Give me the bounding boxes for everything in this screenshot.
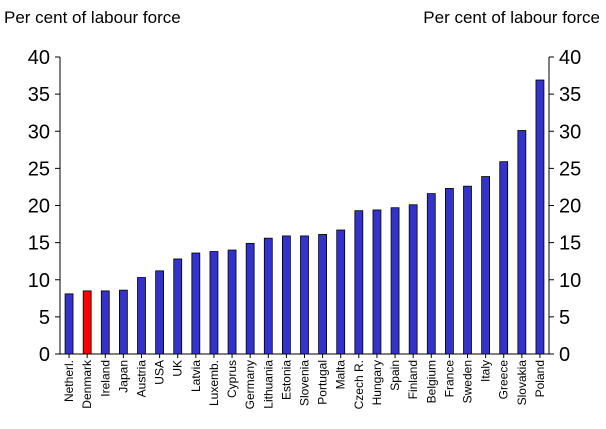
x-tick-label: Japan (116, 360, 130, 393)
bar-poland (535, 79, 545, 355)
bar-finland (408, 204, 418, 355)
x-tick-label: Czech R. (352, 360, 366, 409)
bar-estonia (282, 235, 291, 355)
x-tick-label: Finland (406, 360, 420, 399)
bar-germany (245, 242, 255, 355)
bar-cyprus (227, 249, 237, 355)
bar-japan (119, 289, 128, 355)
bar-hungary (372, 209, 382, 355)
left-axis-unit-label: Per cent of labour force (4, 8, 181, 27)
x-tick-label: USA (153, 360, 167, 385)
left-y-tick-label: 25 (28, 158, 50, 180)
x-tick-label: Malta (334, 360, 348, 390)
right-y-tick-label: 10 (559, 270, 581, 292)
right-y-tick-label: 5 (559, 307, 570, 329)
left-y-tick-label: 10 (28, 270, 50, 292)
left-y-tick-label: 30 (28, 121, 50, 143)
bar-france (445, 188, 454, 355)
bar-greece (499, 161, 509, 355)
right-y-tick-label: 20 (559, 196, 581, 218)
x-tick-label: Lithuania (261, 360, 275, 409)
bar-usa (155, 270, 164, 355)
x-tick-label: Portugal (316, 360, 330, 405)
x-tick-label: Netherl. (62, 360, 76, 402)
left-y-tick-label: 35 (28, 84, 50, 106)
x-tick-label: Greece (497, 360, 511, 400)
bar-luxemb (209, 251, 219, 355)
left-y-tick-label: 20 (28, 196, 50, 218)
x-tick-label: Luxemb. (207, 360, 221, 406)
x-tick-label: Poland (533, 360, 547, 397)
left-y-tick-label: 15 (28, 233, 50, 255)
right-y-tick-label: 15 (559, 233, 581, 255)
bar-ireland (100, 290, 110, 355)
bar-latvia (191, 252, 201, 355)
right-y-tick-label: 0 (559, 344, 570, 366)
bar-netherl (64, 293, 74, 355)
left-y-tick-label: 40 (28, 47, 50, 69)
x-tick-label: Italy (479, 360, 493, 382)
left-y-tick-label: 5 (39, 307, 50, 329)
right-y-tick-label: 40 (559, 47, 581, 69)
bar-portugal (318, 234, 327, 355)
x-tick-label: Germany (243, 360, 257, 409)
bar-lithuania (263, 237, 273, 355)
x-tick-label: Estonia (279, 360, 293, 400)
right-y-tick-label: 25 (559, 158, 581, 180)
bar-italy (481, 176, 490, 355)
x-tick-label: Hungary (370, 360, 384, 405)
right-y-tick-label: 35 (559, 84, 581, 106)
x-tick-label: Spain (388, 360, 402, 391)
bar-austria (137, 277, 146, 355)
x-tick-label: Denmark (80, 359, 94, 409)
x-tick-label: Ireland (98, 360, 112, 397)
bar-slovenia (300, 235, 309, 355)
x-tick-label: Austria (135, 360, 149, 398)
right-axis-unit-label: Per cent of labour force (423, 8, 600, 27)
bar-belgium (426, 193, 436, 355)
bar-denmark (82, 290, 92, 355)
bar-czech-r (354, 210, 364, 355)
x-tick-label: Sweden (461, 360, 475, 403)
left-y-tick-label: 0 (39, 344, 50, 366)
bar-slovakia (517, 130, 527, 355)
right-y-tick-label: 30 (559, 121, 581, 143)
bar-spain (390, 207, 400, 355)
bar-malta (336, 229, 346, 355)
x-tick-label: Slovenia (298, 360, 312, 406)
x-tick-label: Slovakia (515, 360, 529, 406)
bar-uk (173, 258, 183, 355)
x-tick-label: Latvia (189, 360, 203, 392)
bar-sweden (463, 185, 472, 355)
x-tick-label: Cyprus (225, 360, 239, 398)
x-tick-label: France (442, 360, 456, 398)
x-tick-label: Belgium (424, 360, 438, 403)
x-tick-label: UK (171, 360, 185, 377)
